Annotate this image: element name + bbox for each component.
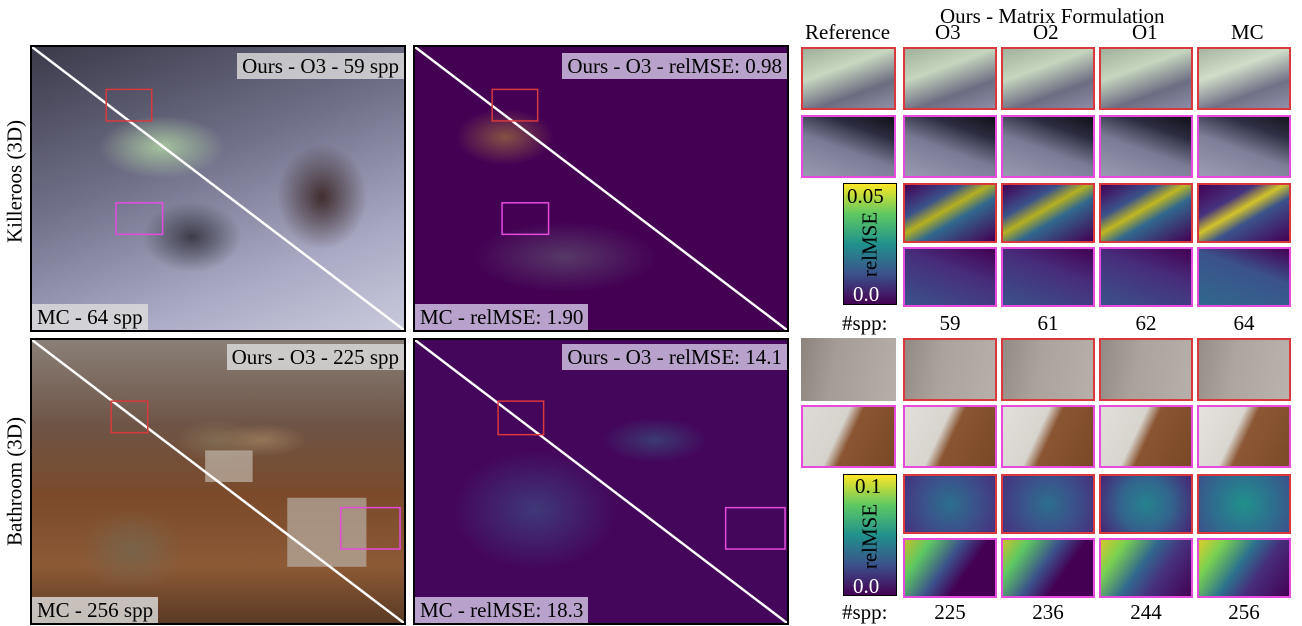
killeroos-crop-reference-red — [801, 47, 896, 110]
bathroom-crop-o3-red — [903, 338, 997, 401]
killeroos-error-image: Ours - O3 - relMSE: 0.98 MC - relMSE: 1.… — [413, 45, 789, 332]
killeroos-colorbar — [843, 183, 897, 305]
error-bottom-label: MC - relMSE: 18.3 — [415, 597, 589, 623]
render-top-label: Ours - O3 - 59 spp — [237, 53, 404, 79]
bathroom-render-image: Ours - O3 - 225 spp MC - 256 spp — [30, 338, 406, 625]
bathroom-spp-o1: 244 — [1130, 600, 1162, 624]
bathroom-crop-o2-red — [1001, 338, 1095, 401]
split-diagonal-line — [415, 47, 787, 330]
bathroom-err-crop-o1-magenta — [1099, 538, 1193, 598]
col-header-o1: O1 — [1132, 20, 1158, 44]
split-diagonal-line — [32, 340, 404, 623]
killeroos-err-crop-o3-magenta — [903, 247, 997, 307]
bathroom-err-crop-mc-red — [1197, 474, 1291, 534]
render-bottom-label: MC - 256 spp — [32, 597, 159, 623]
bathroom-spp-mc: 256 — [1228, 600, 1260, 624]
killeroos-spp-o2: 61 — [1037, 311, 1059, 335]
bathroom-colorbar-min: 0.0 — [853, 574, 880, 598]
bathroom-colorbar-label: relMSE — [857, 503, 882, 570]
bathroom-err-crop-o3-magenta — [903, 538, 997, 598]
bathroom-crop-mc-red — [1197, 338, 1291, 401]
killeroos-colorbar-min: 0.0 — [853, 282, 880, 306]
header-group-label: Ours - Matrix Formulation — [940, 4, 1165, 28]
bathroom-crop-reference-red — [801, 338, 896, 401]
bathroom-spp-o3: 225 — [934, 600, 966, 624]
split-diagonal-line — [415, 340, 787, 623]
bathroom-colorbar — [843, 474, 897, 596]
split-diagonal-line — [32, 47, 404, 330]
killeroos-err-crop-o2-red — [1001, 183, 1095, 243]
error-bottom-label: MC - relMSE: 1.90 — [415, 304, 589, 330]
killeroos-err-crop-mc-red — [1197, 183, 1291, 243]
row-label-killeroos: Killeroos (3D) — [2, 119, 27, 244]
killeroos-colorbar-max: 0.05 — [847, 184, 884, 208]
killeroos-crop-mc-red — [1197, 47, 1291, 110]
bathroom-spp-label: #spp: — [842, 600, 888, 624]
bathroom-crop-o1-red — [1099, 338, 1193, 401]
error-top-label: Ours - O3 - relMSE: 0.98 — [562, 53, 787, 79]
col-header-mc: MC — [1231, 20, 1264, 44]
render-bottom-label: MC - 64 spp — [32, 304, 148, 330]
killeroos-crop-o1-red — [1099, 47, 1193, 110]
killeroos-render-image: Ours - O3 - 59 spp MC - 64 spp — [30, 45, 406, 332]
killeroos-spp-o3: 59 — [939, 311, 961, 335]
bathroom-crop-o1-magenta — [1099, 405, 1193, 468]
killeroos-crop-reference-magenta — [801, 115, 896, 178]
bathroom-crop-reference-magenta — [801, 405, 896, 468]
killeroos-crop-o2-red — [1001, 47, 1095, 110]
killeroos-crop-o3-magenta — [903, 115, 997, 178]
killeroos-spp-o1: 62 — [1135, 311, 1157, 335]
col-header-o3: O3 — [935, 20, 961, 44]
bathroom-err-crop-o1-red — [1099, 474, 1193, 534]
killeroos-crop-o1-magenta — [1099, 115, 1193, 178]
bathroom-err-crop-o3-red — [903, 474, 997, 534]
bathroom-err-crop-o2-magenta — [1001, 538, 1095, 598]
bathroom-err-crop-mc-magenta — [1197, 538, 1291, 598]
killeroos-err-crop-o1-magenta — [1099, 247, 1193, 307]
killeroos-err-crop-o3-red — [903, 183, 997, 243]
killeroos-crop-o3-red — [903, 47, 997, 110]
bathroom-error-image: Ours - O3 - relMSE: 14.1 MC - relMSE: 18… — [413, 338, 789, 625]
killeroos-spp-mc: 64 — [1233, 311, 1255, 335]
killeroos-spp-label: #spp: — [842, 311, 888, 335]
killeroos-err-crop-o2-magenta — [1001, 247, 1095, 307]
render-top-label: Ours - O3 - 225 spp — [226, 344, 404, 370]
error-top-label: Ours - O3 - relMSE: 14.1 — [562, 344, 787, 370]
bathroom-spp-o2: 236 — [1032, 600, 1064, 624]
bathroom-crop-o3-magenta — [903, 405, 997, 468]
killeroos-err-crop-o1-red — [1099, 183, 1193, 243]
bathroom-crop-mc-magenta — [1197, 405, 1291, 468]
killeroos-crop-mc-magenta — [1197, 115, 1291, 178]
col-header-o2: O2 — [1033, 20, 1059, 44]
killeroos-colorbar-label: relMSE — [857, 211, 882, 278]
killeroos-crop-o2-magenta — [1001, 115, 1095, 178]
col-header-reference: Reference — [805, 20, 891, 44]
bathroom-err-crop-o2-red — [1001, 474, 1095, 534]
bathroom-colorbar-max: 0.1 — [855, 474, 882, 498]
bathroom-crop-o2-magenta — [1001, 405, 1095, 468]
killeroos-err-crop-mc-magenta — [1197, 247, 1291, 307]
row-label-bathroom: Bathroom (3D) — [2, 417, 27, 546]
